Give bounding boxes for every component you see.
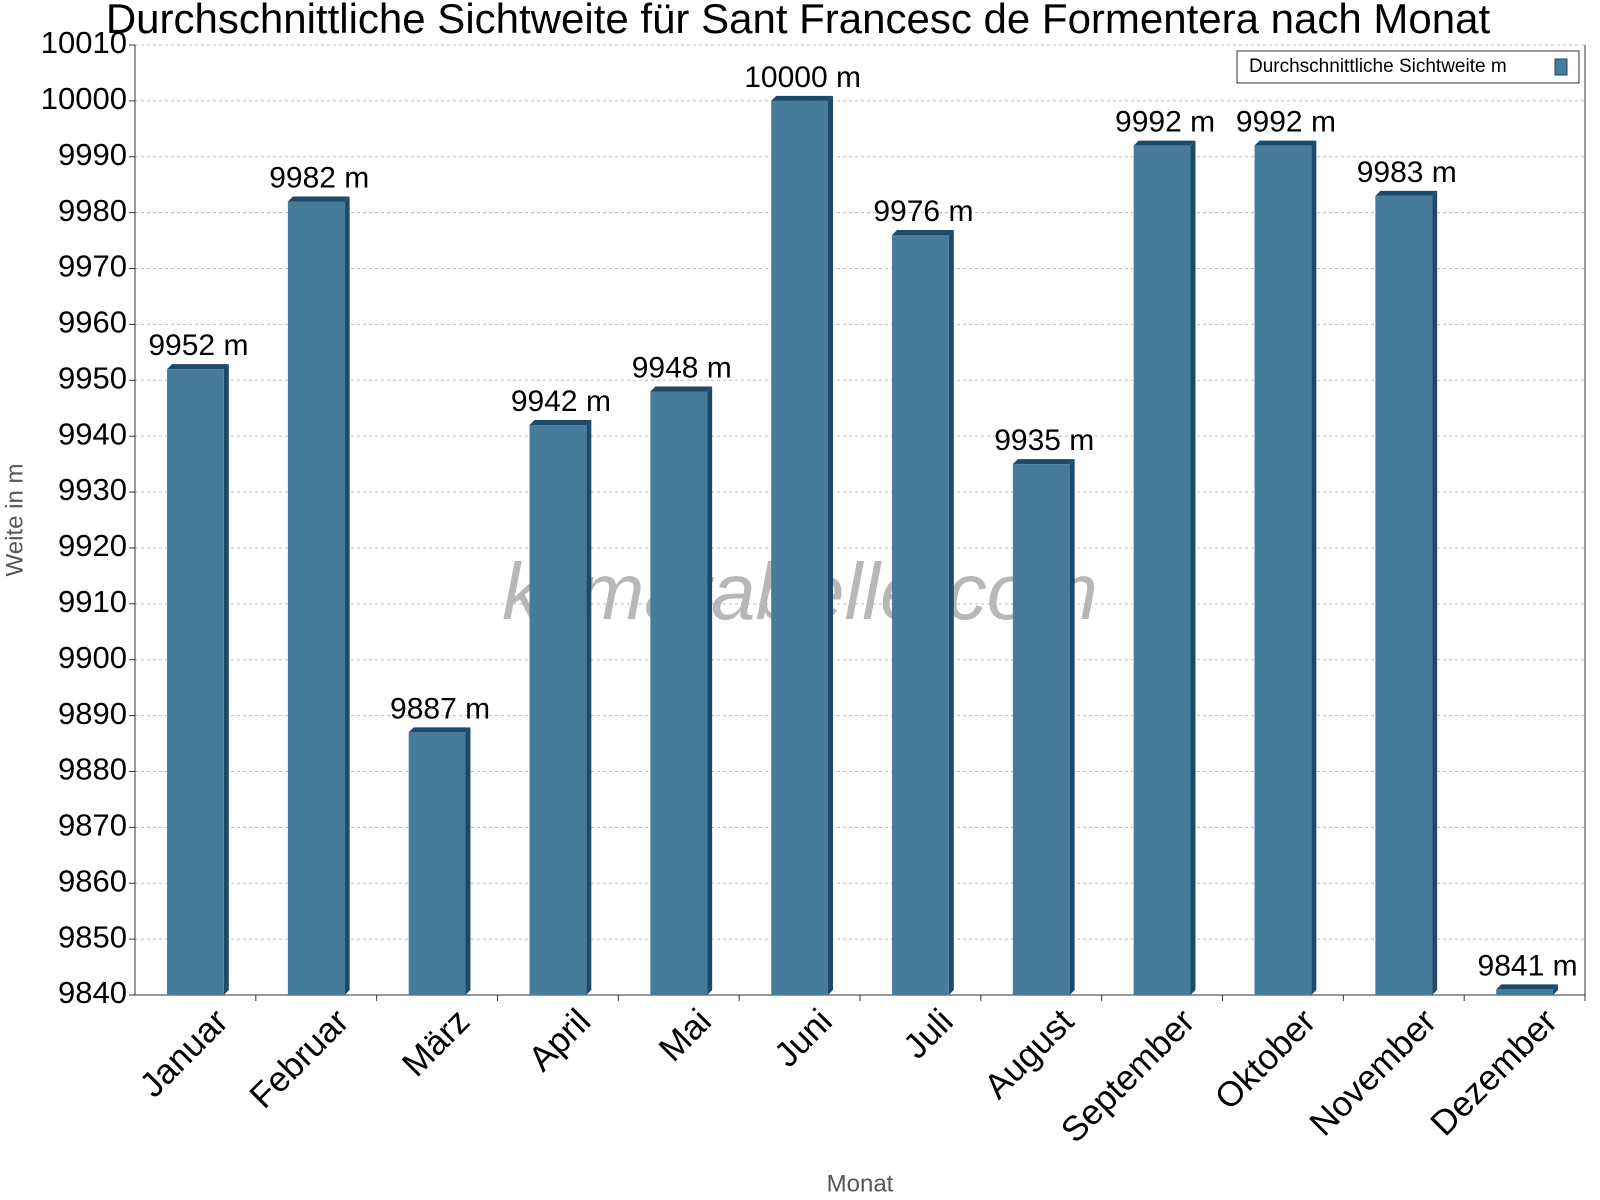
legend-swatch xyxy=(1554,58,1568,76)
y-tick-label: 9840 xyxy=(58,975,127,1010)
bar-top xyxy=(1012,459,1075,465)
bar xyxy=(1012,464,1070,995)
bar-top xyxy=(892,230,954,235)
bar-top xyxy=(529,420,592,425)
bar xyxy=(1496,989,1553,995)
legend-box xyxy=(1236,50,1580,84)
bar-top xyxy=(1133,140,1196,146)
value-label: 9992 m xyxy=(1236,106,1336,139)
x-axis-label: Monat xyxy=(827,1170,894,1197)
bar-top xyxy=(1375,190,1438,196)
bar xyxy=(167,369,224,995)
bar xyxy=(287,201,345,995)
bar-side xyxy=(223,364,229,995)
bar xyxy=(529,425,587,995)
value-label: 9841 m xyxy=(1478,949,1578,982)
bar xyxy=(771,100,828,996)
y-tick-label: 9980 xyxy=(58,193,127,228)
bar-side xyxy=(1190,140,1196,995)
y-tick-label: 9940 xyxy=(58,416,127,451)
value-label: 9942 m xyxy=(511,385,611,418)
y-tick-label: 9900 xyxy=(58,640,127,675)
value-label: 9982 m xyxy=(269,161,369,194)
bar-top xyxy=(1496,984,1558,990)
value-label: 9948 m xyxy=(632,351,732,384)
bar-side xyxy=(827,95,833,996)
bar xyxy=(1133,145,1191,995)
bar-side xyxy=(1069,459,1075,995)
y-tick-label: 9850 xyxy=(58,919,127,954)
bar-top xyxy=(167,364,229,370)
bar-side xyxy=(1432,190,1438,996)
bar-side xyxy=(586,420,592,995)
bar-side xyxy=(1311,140,1317,995)
bar-side xyxy=(465,727,471,995)
bar xyxy=(1375,195,1433,996)
value-label: 9887 m xyxy=(390,692,490,725)
y-tick-label: 10000 xyxy=(41,81,127,116)
bar-top xyxy=(287,196,350,202)
bar-top xyxy=(771,95,833,101)
bar-top xyxy=(650,386,713,392)
bar-side xyxy=(344,196,350,995)
y-tick-label: 9870 xyxy=(58,808,127,843)
bar xyxy=(1254,145,1312,995)
y-tick-label: 9950 xyxy=(58,360,127,395)
y-tick-label: 9990 xyxy=(58,137,127,172)
chart-title: Durchschnittliche Sichtweite für Sant Fr… xyxy=(106,0,1491,42)
bar-top xyxy=(1254,140,1317,146)
bar-side xyxy=(707,386,713,995)
bar xyxy=(408,732,466,995)
y-tick-label: 9890 xyxy=(58,696,127,731)
y-tick-label: 9960 xyxy=(58,305,127,340)
legend-label: Durchschnittliche Sichtweite m xyxy=(1249,56,1507,77)
y-axis-label: Weite in m xyxy=(1,464,28,577)
bar-side xyxy=(948,230,954,995)
y-tick-label: 9910 xyxy=(58,584,127,619)
value-label: 9983 m xyxy=(1357,156,1457,189)
value-label: 9952 m xyxy=(148,329,248,362)
y-tick-label: 9970 xyxy=(58,249,127,284)
y-tick-label: 10010 xyxy=(41,25,127,60)
bar-top xyxy=(408,727,471,733)
y-tick-label: 9930 xyxy=(58,472,127,507)
bar xyxy=(650,391,708,995)
y-tick-label: 9920 xyxy=(58,528,127,563)
y-tick-label: 9860 xyxy=(58,863,127,898)
value-label: 10000 m xyxy=(744,61,861,94)
value-label: 9992 m xyxy=(1115,106,1215,139)
value-label: 9976 m xyxy=(873,195,973,228)
bar xyxy=(892,235,949,995)
bar-side xyxy=(1552,984,1558,995)
y-tick-label: 9880 xyxy=(58,752,127,787)
value-label: 9935 m xyxy=(994,424,1094,457)
